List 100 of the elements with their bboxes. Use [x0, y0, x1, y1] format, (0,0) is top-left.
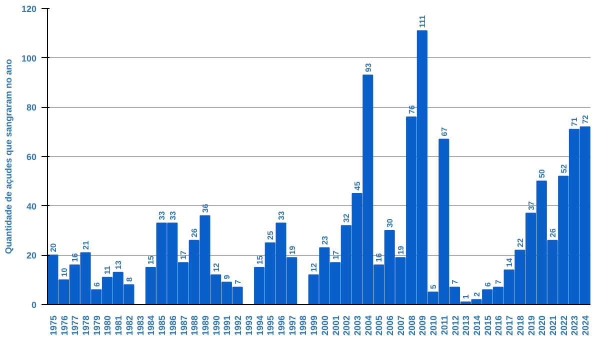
- y-tick-label: 40: [26, 201, 37, 212]
- data-label: 19: [396, 245, 406, 255]
- x-tick-label: 2020: [537, 315, 548, 336]
- y-tick-label: 60: [26, 152, 37, 162]
- data-label: 33: [158, 210, 167, 220]
- data-label: 71: [570, 116, 580, 126]
- data-label: 37: [526, 200, 536, 210]
- x-tick-label: 2005: [374, 315, 384, 336]
- x-tick-label: 2009: [418, 315, 428, 336]
- y-tick-label: 80: [26, 102, 37, 113]
- data-label: 20: [48, 242, 58, 252]
- x-tick-label: 1987: [178, 315, 189, 336]
- data-label: 45: [353, 181, 362, 190]
- x-tick-label: 2006: [385, 315, 396, 336]
- data-label: 21: [82, 240, 91, 250]
- data-label: 23: [320, 235, 330, 245]
- x-tick-label: 2016: [494, 315, 504, 336]
- data-label: 12: [310, 262, 319, 272]
- y-tick-label: 120: [21, 4, 37, 14]
- x-tick-label: 1994: [254, 315, 265, 336]
- data-label: 67: [440, 126, 449, 136]
- data-label: 19: [288, 245, 297, 255]
- data-label: 17: [179, 250, 188, 260]
- x-tick-label: 2000: [320, 315, 330, 336]
- x-tick-label: 1990: [211, 315, 222, 336]
- x-tick-label: 2024: [580, 315, 591, 336]
- x-tick-label: 2019: [526, 315, 536, 336]
- data-label: 32: [342, 213, 352, 223]
- data-label: 13: [114, 260, 124, 270]
- data-label: 26: [190, 228, 200, 238]
- x-tick-label: 2014: [472, 315, 482, 336]
- y-tick-label: 20: [26, 250, 37, 261]
- data-label: 17: [331, 250, 340, 260]
- data-label: 111: [418, 14, 428, 28]
- x-tick-label: 2007: [396, 315, 406, 336]
- data-label: 72: [581, 114, 590, 124]
- x-tick-label: 1981: [114, 315, 124, 336]
- x-tick-label: 2017: [504, 315, 515, 336]
- data-label: 16: [374, 252, 384, 262]
- x-tick-label: 1976: [59, 315, 70, 336]
- y-tick-label: 100: [21, 53, 37, 64]
- data-label: 7: [494, 279, 504, 284]
- x-tick-label: 1983: [135, 315, 146, 336]
- x-tick-label: 2004: [363, 315, 374, 336]
- x-tick-label: 1993: [244, 315, 254, 336]
- data-label: 5: [429, 284, 438, 290]
- x-tick-label: 1975: [48, 315, 58, 336]
- data-label: 93: [364, 62, 373, 72]
- data-label: 15: [255, 255, 264, 264]
- x-tick-label: 2001: [330, 315, 341, 336]
- data-label: 33: [276, 210, 286, 220]
- x-tick-label: 2018: [515, 315, 526, 336]
- data-label: 9: [222, 274, 232, 280]
- data-label: 10: [60, 267, 69, 277]
- data-label: 15: [146, 255, 156, 264]
- data-label: 6: [483, 282, 492, 287]
- x-tick-label: 2011: [439, 315, 450, 336]
- data-label: 8: [124, 276, 134, 282]
- x-tick-label: 1992: [233, 315, 244, 336]
- data-label: 1: [462, 294, 471, 300]
- data-label: 52: [559, 164, 568, 174]
- x-tick-label: 2013: [461, 315, 472, 336]
- x-tick-label: 1989: [200, 315, 210, 336]
- x-tick-label: 1985: [157, 315, 168, 336]
- x-tick-label: 1980: [102, 315, 113, 336]
- x-tick-label: 2015: [482, 315, 493, 336]
- data-label: 14: [505, 258, 514, 267]
- y-axis-title: Quantidade de açudes que sangraram no ano: [3, 58, 14, 254]
- x-tick-label: 1978: [81, 315, 92, 336]
- x-tick-label: 2022: [558, 315, 569, 336]
- data-label: 11: [103, 265, 112, 274]
- data-label: 12: [212, 262, 221, 272]
- data-label: 22: [516, 238, 525, 248]
- x-tick-label: 2023: [570, 315, 580, 336]
- x-tick-label: 1979: [92, 315, 102, 336]
- x-tick-label: 2012: [450, 315, 460, 336]
- data-label: 33: [168, 210, 178, 220]
- x-tick-label: 1977: [70, 315, 80, 336]
- data-label: 7: [450, 279, 460, 284]
- data-label: 26: [548, 228, 558, 238]
- data-label: 76: [407, 104, 416, 114]
- data-label: 7: [234, 279, 243, 284]
- x-tick-label: 1982: [124, 315, 134, 336]
- x-tick-label: 2010: [428, 315, 439, 336]
- data-label: 50: [538, 168, 547, 178]
- x-tick-label: 1995: [266, 315, 276, 336]
- x-tick-label: 1996: [276, 315, 286, 336]
- data-label: 2: [472, 292, 482, 297]
- x-tick-label: 1997: [287, 315, 298, 336]
- x-tick-label: 2003: [352, 315, 363, 336]
- x-tick-label: 1999: [309, 315, 320, 336]
- x-tick-label: 2008: [406, 315, 417, 336]
- data-label: 30: [386, 218, 395, 228]
- data-label: 16: [70, 252, 80, 262]
- data-label: 6: [92, 282, 102, 287]
- x-tick-label: 1988: [190, 315, 200, 336]
- x-tick-label: 1984: [146, 315, 156, 336]
- x-tick-label: 2002: [342, 315, 352, 336]
- data-label: 25: [266, 230, 276, 240]
- x-tick-label: 1991: [222, 315, 232, 336]
